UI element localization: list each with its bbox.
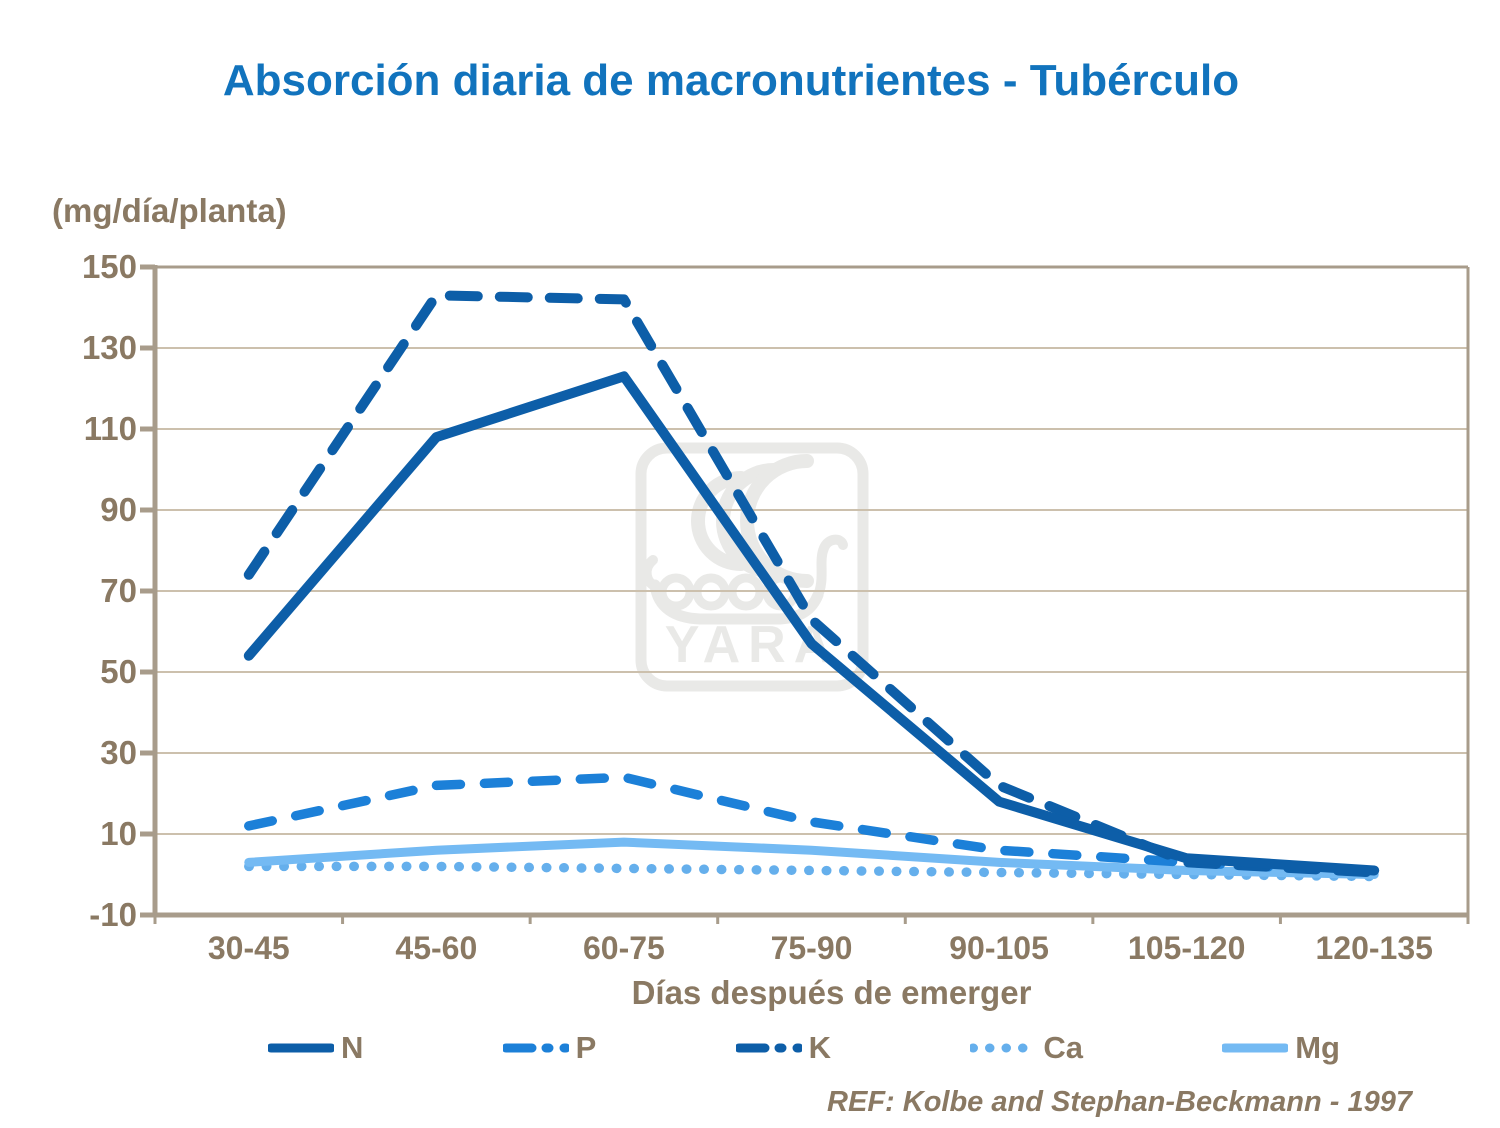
legend-label-N: N: [341, 1030, 364, 1065]
y-axis-tick-label: -10: [89, 896, 137, 933]
y-axis-tick-label: 150: [81, 248, 137, 285]
series-N-line: [243, 371, 1380, 876]
x-axis-tick-label: 105-120: [1127, 930, 1246, 966]
x-axis-tick-label: 120-135: [1315, 930, 1433, 966]
y-axis-tick-label: 50: [100, 653, 137, 690]
yara-logo-watermark: YARA: [635, 442, 869, 692]
chart-title: Absorción diaria de macronutrientes - Tu…: [222, 56, 1240, 105]
y-axis-tick-label: 110: [83, 410, 137, 447]
legend-swatch-Mg: [1222, 1043, 1289, 1053]
x-axis-tick-label: 90-105: [949, 930, 1049, 966]
y-axis-tick-label: 10: [100, 815, 137, 852]
y-axis-tick-label: 30: [100, 734, 137, 771]
legend-item-Mg: Mg: [1222, 1030, 1340, 1066]
legend-label-Ca: Ca: [1043, 1030, 1083, 1065]
gridlines: [155, 347, 1468, 835]
y-axis-title: (mg/día/planta): [52, 192, 287, 229]
series-P-line: [244, 772, 1379, 878]
data-series: [243, 290, 1380, 882]
legend-swatch-P: [502, 1043, 569, 1053]
watermark-frame: [635, 442, 869, 692]
watermark-prow-icon: [812, 534, 848, 603]
legend-label-Mg: Mg: [1295, 1030, 1340, 1065]
x-axis-tick-label: 75-90: [770, 930, 853, 966]
legend: N P K Ca Mg: [268, 1026, 1340, 1070]
legend-item-P: P: [502, 1030, 597, 1066]
series-Mg-line: [244, 837, 1379, 879]
legend-item-N: N: [268, 1030, 363, 1066]
y-axis-tick-label: 130: [81, 329, 137, 366]
legend-swatch-Ca: [970, 1043, 1037, 1053]
legend-item-K: K: [735, 1030, 832, 1066]
x-axis-tick-label: 60-75: [583, 930, 665, 966]
y-axis-tick-label: 90: [100, 491, 137, 528]
x-axis-tick-label: 30-45: [207, 930, 290, 966]
reference-note: REF: Kolbe and Stephan-Beckmann - 1997: [827, 1086, 1412, 1118]
series-Ca-line: [244, 861, 1379, 882]
watermark-sail-icon: [691, 471, 748, 571]
x-axis-title: Días después de emerger: [631, 974, 1032, 1011]
legend-label-K: K: [808, 1030, 832, 1065]
legend-label-P: P: [575, 1030, 597, 1065]
legend-swatch-K: [735, 1043, 802, 1053]
legend-item-Ca: Ca: [970, 1030, 1083, 1066]
legend-swatch-N: [268, 1043, 334, 1053]
y-axis-tick-label: 70: [100, 572, 137, 609]
axes: [140, 264, 1470, 924]
x-axis-tick-label: 45-60: [395, 930, 478, 966]
